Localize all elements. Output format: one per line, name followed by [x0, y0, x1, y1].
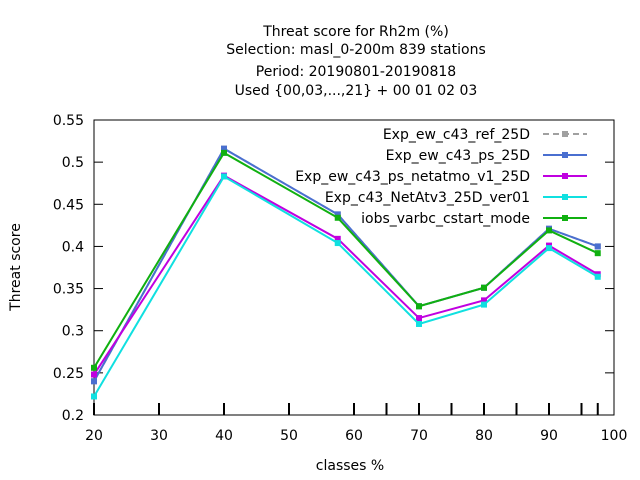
- chart-title-line-2: Selection: masl_0-200m 839 stations: [226, 42, 486, 58]
- data-point: [334, 240, 341, 247]
- x-tick-label: 40: [215, 428, 233, 444]
- y-tick-label: 0.3: [62, 324, 84, 340]
- data-point: [481, 284, 487, 291]
- legend-marker: [562, 173, 568, 179]
- legend-label: Exp_c43_NetAtv3_25D_ver01: [325, 190, 530, 206]
- x-axis-label: classes %: [316, 458, 384, 474]
- data-point: [221, 149, 227, 156]
- data-point: [91, 364, 97, 371]
- series-lines: [91, 145, 601, 400]
- y-tick-label: 0.45: [53, 197, 84, 213]
- data-point: [594, 250, 601, 257]
- y-tick-label: 0.4: [62, 239, 84, 255]
- data-point: [546, 227, 552, 234]
- y-tick-label: 0.35: [53, 282, 84, 298]
- chart-title-line-1: Threat score for Rh2m (%): [262, 24, 449, 40]
- data-point: [594, 273, 601, 280]
- x-tick-label: 50: [280, 428, 298, 444]
- plot-frame: [93, 119, 615, 416]
- legend-label: Exp_ew_c43_ref_25D: [383, 127, 530, 143]
- data-point: [221, 145, 227, 152]
- data-point: [91, 378, 97, 385]
- data-point: [416, 315, 422, 322]
- data-point: [546, 245, 552, 252]
- legend-marker: [562, 194, 568, 200]
- legend-marker: [562, 131, 568, 137]
- series-line-3: [93, 175, 599, 397]
- data-point: [416, 303, 422, 310]
- x-tick-label: 70: [410, 428, 428, 444]
- x-tick-label: 20: [85, 428, 103, 444]
- data-point: [334, 214, 341, 221]
- x-tick-label: 100: [601, 428, 628, 444]
- legend-label: iobs_varbc_cstart_mode: [361, 211, 530, 227]
- legend-marker: [562, 152, 568, 158]
- y-axis-label: Threat score: [8, 223, 24, 312]
- legend: Exp_ew_c43_ref_25D Exp_ew_c43_ps_25D Exp_e…: [295, 127, 587, 227]
- data-point: [481, 297, 487, 304]
- legend-marker: [562, 215, 568, 221]
- x-tick-label: 80: [475, 428, 493, 444]
- data-point: [91, 393, 97, 400]
- chart-title-line-3: Period: 20190801-20190818: [256, 64, 456, 80]
- legend-label: Exp_ew_c43_ps_25D: [386, 148, 530, 164]
- chart-title-block: Threat score for Rh2m (%) Selection: mas…: [226, 24, 486, 99]
- data-point: [91, 371, 97, 378]
- y-axis: 0.2 0.25 0.3 0.35 0.4 0.45 0.5 0.55: [53, 113, 614, 424]
- y-tick-label: 0.25: [53, 366, 84, 382]
- data-point: [481, 301, 487, 308]
- y-tick-label: 0.2: [62, 408, 84, 424]
- y-tick-label: 0.55: [53, 113, 84, 129]
- data-point: [334, 211, 341, 218]
- data-point: [416, 320, 422, 327]
- x-tick-label: 90: [540, 428, 558, 444]
- chart-title-line-4: Used {00,03,...,21} + 00 01 02 03: [235, 83, 478, 99]
- data-point: [334, 235, 341, 242]
- data-point: [221, 173, 227, 180]
- x-tick-label: 60: [345, 428, 363, 444]
- legend-label: Exp_ew_c43_ps_netatmo_v1_25D: [295, 169, 530, 185]
- y-tick-label: 0.5: [62, 155, 84, 171]
- x-tick-label: 30: [150, 428, 168, 444]
- x-axis: 20 30 40 50 60 70 80 90 100: [85, 403, 627, 444]
- data-point: [594, 243, 601, 250]
